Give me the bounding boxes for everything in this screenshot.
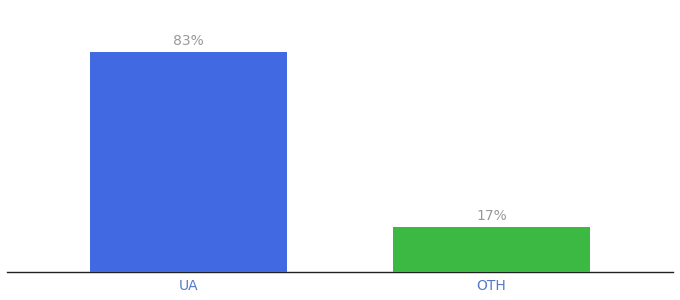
Text: 83%: 83% xyxy=(173,34,204,48)
Bar xyxy=(393,227,590,272)
Bar xyxy=(90,52,287,272)
Text: 17%: 17% xyxy=(476,209,507,223)
